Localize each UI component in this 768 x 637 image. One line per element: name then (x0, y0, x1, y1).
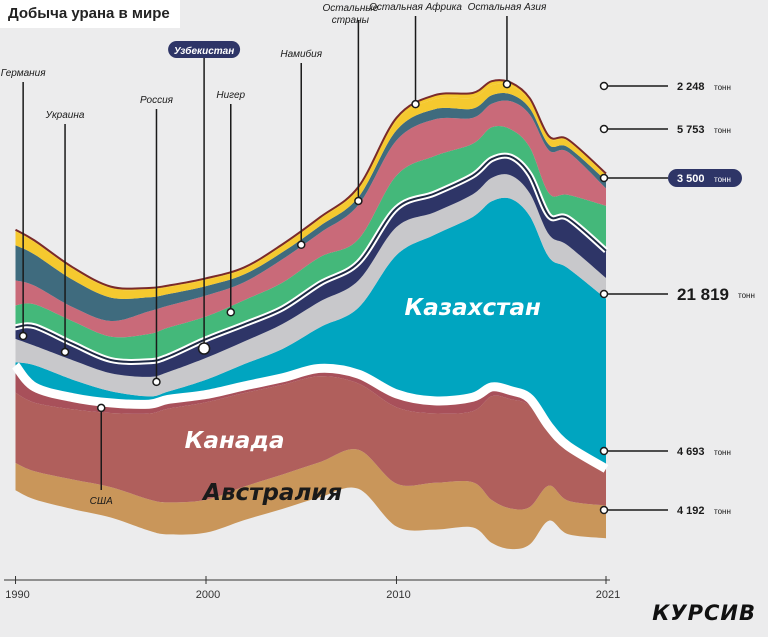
end-value-4: 4 693 (677, 446, 705, 458)
callout-label-2: Россия (140, 95, 174, 106)
end-dot-1 (599, 124, 609, 134)
series-area-1 (15, 376, 606, 510)
x-tick-label-3: 2021 (596, 589, 620, 601)
callout-label-6: Остальные страны (322, 3, 378, 26)
callout-dot-4 (226, 308, 236, 317)
series-area-5 (15, 155, 606, 377)
in-chart-label-2: Казахстан (404, 295, 541, 321)
end-dot-3 (599, 289, 609, 299)
series-area-7 (15, 100, 606, 338)
stream-top-outline (15, 79, 607, 290)
end-unit-3: тонн (738, 291, 755, 300)
separator-kazakhstan-bottom (11, 362, 609, 473)
x-tick-label-1: 2000 (196, 589, 220, 601)
end-value-5: 4 192 (677, 505, 705, 517)
callout-label-3: Узбекистан (174, 45, 234, 57)
callout-label-1: Украина (45, 110, 85, 121)
end-unit-5: тонн (714, 507, 731, 516)
end-unit-1: тонн (714, 126, 731, 135)
series-area-4 (15, 174, 606, 397)
end-pill-2 (668, 169, 742, 187)
callout-dot-9 (96, 403, 106, 413)
end-dot-4 (599, 446, 609, 456)
series-area-9 (15, 83, 606, 299)
callout-label-7: Остальная Африка (369, 1, 462, 13)
callout-dot-1 (60, 347, 70, 357)
x-tick-label-2: 2010 (386, 589, 410, 601)
callout-dot-3 (197, 342, 211, 355)
end-dot-5 (599, 505, 609, 515)
chart-title: Добыча урана в мире (0, 0, 180, 28)
uzbekistan-top-line (15, 154, 607, 363)
end-dot-0 (599, 81, 609, 91)
end-unit-4: тонн (714, 448, 731, 457)
callout-label-0: Германия (1, 68, 46, 79)
series-area-8 (15, 92, 606, 322)
callout-label-4: Нигер (216, 90, 245, 101)
series-area-3 (15, 197, 606, 469)
in-chart-label-1: Австралия (201, 480, 342, 506)
callout-dot-5 (296, 240, 306, 250)
end-dot-2 (599, 173, 609, 183)
in-chart-label-0: Канада (185, 428, 285, 454)
end-value-2: 3 500 (677, 173, 705, 185)
end-value-1: 5 753 (677, 124, 705, 136)
callout-pill-3 (168, 41, 241, 58)
callout-label-9: США (90, 496, 113, 507)
callout-dot-0 (18, 331, 28, 341)
callout-dot-8 (502, 79, 512, 89)
callout-dot-2 (152, 377, 161, 387)
series-area-6 (15, 125, 606, 362)
end-value-0: 2 248 (677, 81, 705, 93)
brand-logo: КУРСИВ (652, 601, 756, 625)
callout-label-5: Намибия (280, 48, 322, 60)
end-value-3: 21 819 (677, 285, 729, 304)
callout-dot-6 (354, 196, 363, 206)
callout-dot-7 (411, 99, 420, 109)
end-unit-2: тонн (714, 175, 731, 184)
x-tick-label-0: 1990 (5, 589, 29, 601)
callout-label-8: Остальная Азия (468, 2, 547, 13)
end-unit-0: тонн (714, 83, 731, 92)
series-area-0 (15, 449, 606, 550)
